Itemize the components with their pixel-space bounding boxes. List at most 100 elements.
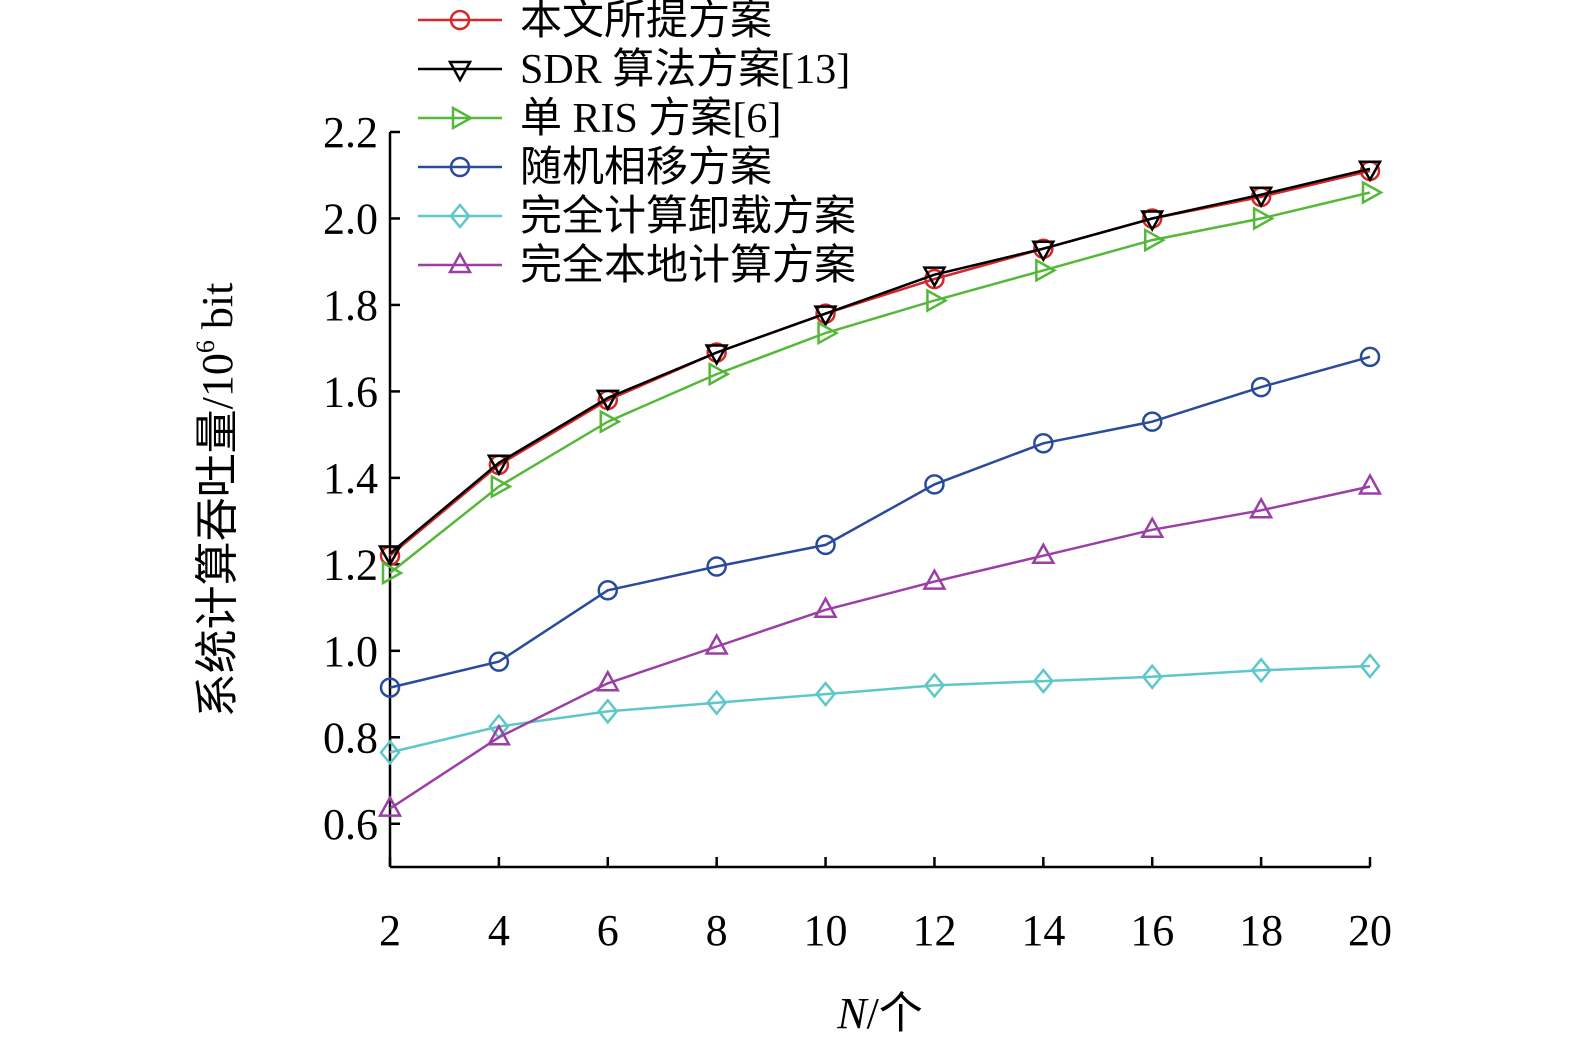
series-line-3 xyxy=(389,355,1371,689)
x-tick-label-4: 10 xyxy=(804,906,848,955)
series-2 xyxy=(381,180,1384,586)
y-axis-title-exponent: 6 xyxy=(191,340,220,353)
x-tick-label-6: 14 xyxy=(1021,906,1065,955)
data-point-s2-3 xyxy=(708,361,731,387)
data-point-s2-6 xyxy=(1035,258,1057,283)
data-point-s1-5 xyxy=(922,266,947,289)
series-group xyxy=(377,160,1384,817)
y-tick-label-6: 1.8 xyxy=(323,281,378,330)
data-point-s2-0 xyxy=(381,560,404,586)
legend-label-0: 本文所提方案 xyxy=(520,0,772,44)
y-tick-label-1: 0.8 xyxy=(323,713,378,762)
data-point-s2-2 xyxy=(599,409,622,434)
y-axis-title-unit: bit xyxy=(193,283,242,340)
data-point-s2-7 xyxy=(1143,227,1166,253)
data-point-s4-9 xyxy=(1359,652,1381,679)
x-tick-label-2: 6 xyxy=(597,906,619,955)
data-point-s1-2 xyxy=(595,389,620,412)
data-point-s3-0 xyxy=(379,677,401,698)
y-tick-label-4: 1.4 xyxy=(323,454,378,503)
data-point-s5-9 xyxy=(1357,472,1383,495)
x-tick-label-3: 8 xyxy=(706,906,728,955)
data-point-s3-6 xyxy=(1033,433,1054,454)
data-point-s3-3 xyxy=(706,556,727,577)
legend-label-4: 完全计算卸载方案 xyxy=(520,193,856,240)
data-point-s5-8 xyxy=(1248,496,1274,519)
axes: 0.6 0.8 1.0 1.2 1.4 1.6 1.8 2.0 2.2 2 4 6 8 10 12 14 16 1… xyxy=(323,108,1392,955)
data-point-s1-3 xyxy=(704,344,729,367)
legend-label-2: 单 RIS 方案[6] xyxy=(520,95,781,142)
data-point-s5-2 xyxy=(595,669,620,692)
data-point-s4-3 xyxy=(706,689,728,716)
data-point-s5-4 xyxy=(813,596,838,618)
legend-marker-3 xyxy=(449,156,471,178)
legend-label-5: 完全本地计算方案 xyxy=(520,242,856,289)
legend-marker-0 xyxy=(449,9,471,31)
y-axis-title: 系统计算吞吐量/106 bit xyxy=(191,283,242,718)
data-point-s4-7 xyxy=(1141,663,1163,690)
legend-marker-4 xyxy=(449,203,471,229)
series-4 xyxy=(379,652,1381,766)
data-point-s5-3 xyxy=(704,632,729,655)
legend-label-1: SDR 算法方案[13] xyxy=(520,46,850,93)
x-axis-title-unit: /个 xyxy=(867,989,923,1038)
data-point-s3-4 xyxy=(815,534,836,556)
series-1 xyxy=(377,160,1383,568)
data-point-s4-2 xyxy=(597,698,619,725)
data-point-s5-1 xyxy=(486,723,512,746)
x-axis-title: N/个 xyxy=(836,989,923,1038)
data-point-s5-0 xyxy=(377,795,403,817)
data-point-s2-5 xyxy=(926,288,949,313)
series-5 xyxy=(377,472,1383,817)
legend-marker-5 xyxy=(447,251,473,274)
data-point-s4-8 xyxy=(1250,657,1272,684)
data-point-s3-2 xyxy=(597,580,619,601)
data-point-s1-0 xyxy=(377,545,403,568)
y-axis-title-main: 系统计算吞吐量/10 xyxy=(193,353,242,717)
data-point-s3-9 xyxy=(1359,346,1381,368)
data-point-s2-4 xyxy=(817,320,840,346)
data-point-s1-6 xyxy=(1031,240,1056,263)
data-point-s1-9 xyxy=(1357,160,1383,183)
data-point-s3-7 xyxy=(1141,411,1163,432)
x-tick-label-8: 18 xyxy=(1239,906,1283,955)
data-point-s1-7 xyxy=(1140,210,1165,233)
data-point-s3-5 xyxy=(924,474,945,495)
y-tick-label-7: 2.0 xyxy=(323,194,378,243)
data-point-s4-4 xyxy=(814,681,837,708)
data-point-s3-1 xyxy=(488,651,510,672)
x-tick-label-9: 20 xyxy=(1348,906,1392,955)
series-line-1 xyxy=(389,167,1371,555)
y-tick-label-0: 0.6 xyxy=(323,800,378,849)
data-point-s3-8 xyxy=(1250,376,1272,398)
series-line-5 xyxy=(389,485,1371,810)
x-tick-label-0: 2 xyxy=(379,906,401,955)
data-point-s5-6 xyxy=(1031,542,1056,564)
y-tick-label-2: 1.0 xyxy=(323,627,378,676)
data-point-s1-1 xyxy=(486,454,512,477)
legend-label-3: 随机相移方案 xyxy=(520,144,772,191)
data-point-s1-4 xyxy=(813,305,838,328)
series-line-4 xyxy=(389,664,1371,754)
y-tick-label-3: 1.2 xyxy=(323,540,378,589)
legend-marker-1 xyxy=(447,60,473,83)
series-3 xyxy=(379,346,1381,698)
x-tick-label-7: 16 xyxy=(1130,906,1174,955)
series-line-2 xyxy=(389,191,1371,574)
y-tick-label-8: 2.2 xyxy=(323,108,378,157)
data-point-s5-5 xyxy=(922,568,947,590)
legend-marker-2 xyxy=(451,105,474,131)
y-tick-label-5: 1.6 xyxy=(323,367,378,416)
data-point-s4-6 xyxy=(1032,668,1054,695)
data-point-s4-5 xyxy=(923,672,946,699)
x-tick-label-5: 12 xyxy=(912,906,956,955)
x-axis-title-variable: N xyxy=(836,989,869,1038)
data-point-s2-8 xyxy=(1252,206,1275,231)
data-point-s1-8 xyxy=(1248,186,1274,209)
data-point-s2-1 xyxy=(490,474,513,499)
data-point-s2-9 xyxy=(1361,180,1384,205)
data-point-s5-7 xyxy=(1140,516,1165,539)
x-tick-label-1: 4 xyxy=(488,906,510,955)
